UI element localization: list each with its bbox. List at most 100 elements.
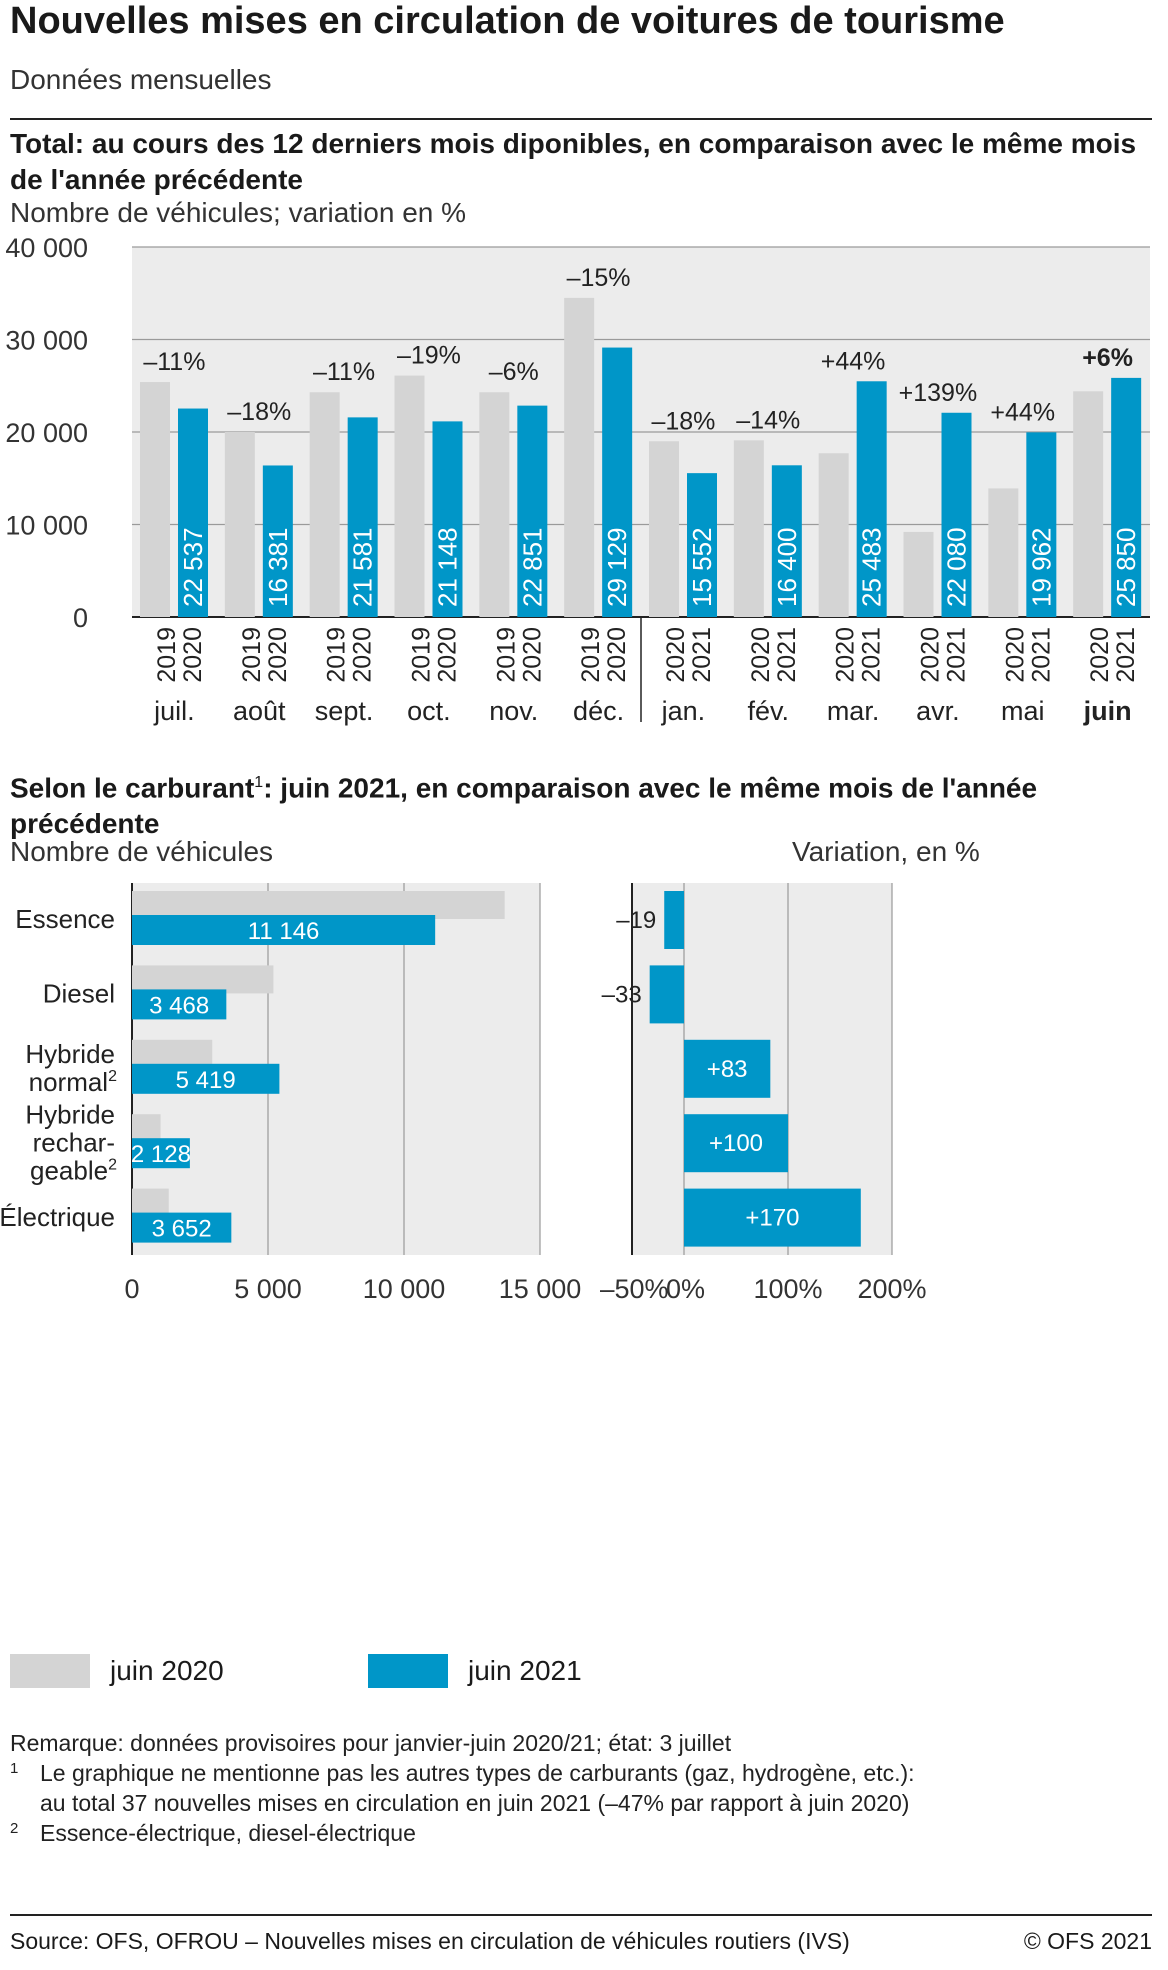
y-tick-label: 30 000	[5, 326, 88, 356]
footer-divider	[10, 1914, 1152, 1916]
bar-value-label: 29 129	[602, 527, 632, 607]
bar-prev-year	[394, 375, 425, 617]
x-tick-label: –50%	[600, 1274, 669, 1304]
variation-annotation: –15%	[567, 264, 631, 292]
bar-prev-year	[1073, 391, 1104, 617]
variation-bar	[684, 1188, 861, 1247]
bar-value-label: 11 146	[248, 918, 320, 945]
year-tick-label: 2020	[1086, 627, 1114, 683]
year-tick-label: 2021	[1112, 627, 1140, 683]
variation-annotation: –6%	[489, 358, 539, 386]
fuel-category-label: normal2	[29, 1067, 117, 1097]
bar-value-label: 22 537	[178, 527, 208, 607]
year-tick-label: 2019	[153, 627, 181, 683]
year-tick-label: 2021	[688, 627, 716, 683]
bar-june-2021	[132, 915, 436, 945]
month-label: avr.	[916, 696, 960, 726]
variation-bar	[664, 891, 684, 949]
bar-prev-year	[903, 531, 934, 617]
bar-curr-year	[687, 473, 717, 617]
month-label: fév.	[747, 696, 789, 726]
bar-curr-year	[432, 421, 463, 617]
bar-value-label: 16 381	[263, 527, 293, 607]
x-tick-label: 0	[124, 1274, 139, 1304]
year-tick-label: 2021	[1027, 627, 1055, 683]
page-subtitle: Données mensuelles	[10, 64, 272, 95]
year-tick-label: 2020	[662, 627, 690, 683]
bar-value-label: 15 552	[687, 527, 717, 607]
footnote-2-line1: Essence-électrique, diesel-électrique	[40, 1820, 416, 1846]
variation-chart-caption: Variation, en %	[792, 836, 980, 867]
bar-june-2020	[132, 965, 274, 994]
section2-heading-part2: : juin 2021, en comparaison avec le même…	[10, 772, 1038, 840]
notes-block: Remarque: données provisoires pour janvi…	[10, 1728, 1150, 1848]
month-label: mar.	[827, 696, 880, 726]
y-tick-label: 0	[73, 603, 88, 633]
footnote-1-line1: Le graphique ne mentionne pas les autres…	[40, 1760, 915, 1786]
variation-annotation: –11%	[313, 358, 375, 386]
fuel-category-label: Hybride	[25, 1039, 115, 1069]
bar-prev-year	[733, 440, 764, 617]
year-tick-label: 2019	[492, 627, 520, 683]
year-tick-label: 2019	[408, 627, 436, 683]
variation-annotation: –11%	[143, 348, 205, 376]
bar-value-label: 19 962	[1026, 527, 1056, 607]
fuel-chart-caption: Nombre de véhicules	[10, 836, 274, 867]
y-tick-label: 10 000	[5, 511, 88, 541]
bar-curr-year	[941, 412, 972, 617]
y-tick-label: 20 000	[5, 418, 88, 448]
source-text: Source: OFS, OFROU – Nouvelles mises en …	[10, 1928, 850, 1954]
year-tick-label: 2020	[518, 627, 546, 683]
x-tick-label: 200%	[857, 1274, 926, 1304]
year-tick-label: 2020	[434, 627, 462, 683]
variation-annotation: +44%	[990, 398, 1055, 426]
section2-heading: Selon le carburant1: juin 2021, en compa…	[10, 765, 1140, 842]
bar-value-label: 5 419	[176, 1067, 236, 1094]
fuel-category-label: Hybride	[25, 1099, 115, 1129]
month-label: juil.	[153, 696, 195, 726]
bar-curr-year	[347, 417, 378, 617]
bar-value-label: 25 850	[1111, 527, 1141, 607]
section2-heading-sup: 1	[254, 774, 264, 791]
bar-curr-year	[1111, 377, 1142, 617]
year-tick-label: 2020	[747, 627, 775, 683]
footnote-1-continued: au total 37 nouvelles mises en circulati…	[10, 1788, 1150, 1818]
legend-swatch-2020	[10, 1654, 90, 1688]
bar-june-2021	[132, 1063, 280, 1094]
month-label: déc.	[573, 696, 624, 726]
bar-value-label: 21 581	[348, 527, 378, 607]
footnote-2: 2 Essence-électrique, diesel-électrique	[10, 1818, 1150, 1848]
bar-value-label: 3 468	[149, 992, 209, 1019]
variation-annotation: +6%	[1082, 344, 1133, 372]
bar-prev-year	[988, 488, 1019, 617]
footnote-1: 1 Le graphique ne mentionne pas les autr…	[10, 1758, 1150, 1788]
bar-prev-year	[224, 432, 255, 617]
bar-value-label: 22 080	[942, 527, 972, 607]
fuel-category-label: Essence	[15, 904, 115, 934]
year-tick-label: 2020	[264, 627, 292, 683]
year-tick-label: 2019	[238, 627, 266, 683]
year-tick-label: 2020	[179, 627, 207, 683]
x-tick-label: 5 000	[234, 1274, 302, 1304]
bar-prev-year	[564, 297, 595, 617]
fuel-category-label: rechar-	[33, 1127, 115, 1157]
variation-annotation: –19%	[397, 342, 461, 370]
footnote-2-number: 2	[10, 1820, 19, 1837]
variation-label: –19	[616, 907, 656, 934]
variation-label: +170	[745, 1205, 799, 1232]
bar-prev-year	[649, 441, 679, 617]
year-tick-label: 2019	[577, 627, 605, 683]
bar-value-label: 2 128	[131, 1141, 191, 1168]
year-tick-label: 2020	[917, 627, 945, 683]
fuel-category-label: Diesel	[43, 979, 115, 1009]
bar-prev-year	[818, 453, 849, 617]
month-label: nov.	[489, 696, 538, 726]
copyright-text: © OFS 2021	[1023, 1928, 1152, 1954]
variation-annotation: –18%	[227, 398, 291, 426]
year-tick-label: 2020	[832, 627, 860, 683]
x-tick-label: 10 000	[363, 1274, 446, 1304]
bar-june-2021	[132, 1138, 190, 1169]
variation-bar	[684, 1039, 771, 1098]
bar-prev-year	[309, 392, 340, 617]
